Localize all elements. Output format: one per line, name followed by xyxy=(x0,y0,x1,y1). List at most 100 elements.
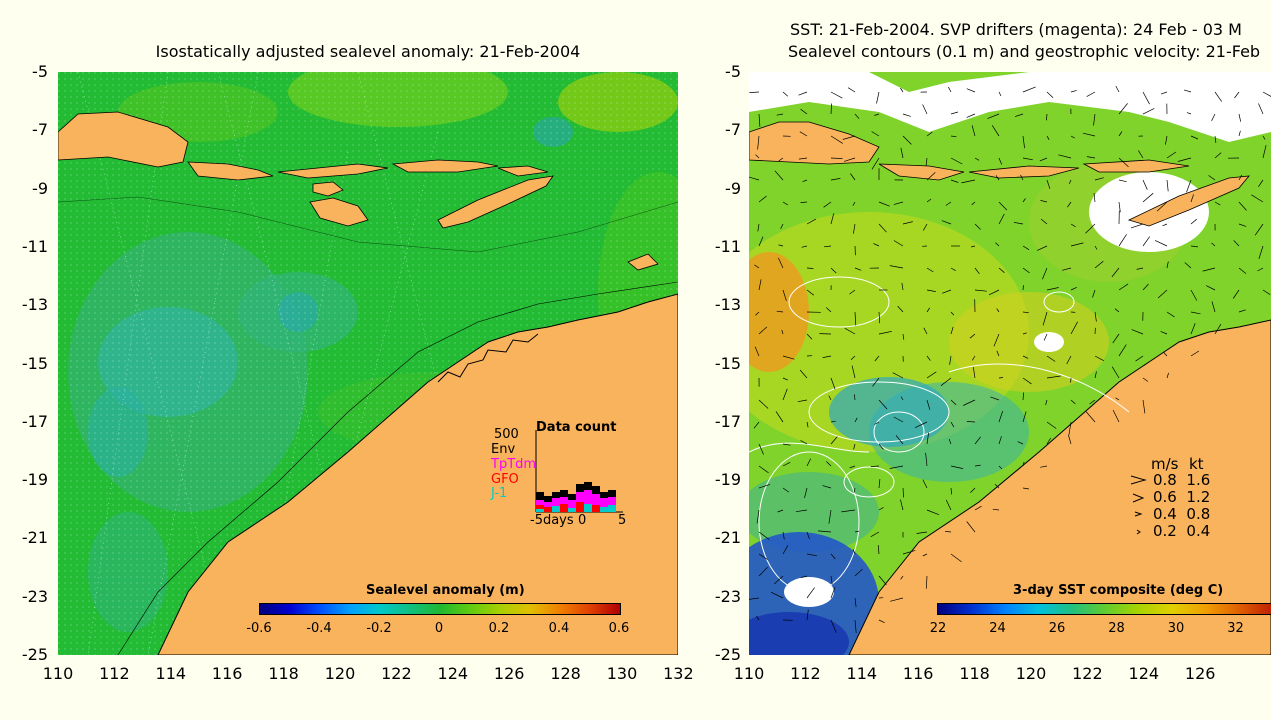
velocity-arrow xyxy=(800,440,808,445)
right-colorbar-tick: 32 xyxy=(1227,621,1244,636)
velocity-arrow xyxy=(998,377,1004,379)
velocity-arrow xyxy=(775,411,784,423)
velocity-arrow xyxy=(826,461,832,467)
velocity-arrow xyxy=(1190,289,1198,301)
velocity-arrow xyxy=(878,311,881,324)
velocity-arrow xyxy=(1111,366,1120,379)
velocity-arrow xyxy=(854,597,857,608)
velocity-arrow xyxy=(940,377,952,386)
velocity-arrow xyxy=(782,487,790,493)
velocity-arrow xyxy=(758,566,768,577)
velocity-arrow xyxy=(1165,135,1168,145)
velocity-arrow xyxy=(870,465,880,467)
data-count-title: Data count xyxy=(536,420,617,435)
velocity-arrow xyxy=(773,575,784,585)
left-x-tick: 130 xyxy=(606,664,638,683)
velocity-legend-row-02: 0.2 0.4 xyxy=(1153,522,1211,540)
velocity-arrow xyxy=(948,438,952,445)
velocity-arrow xyxy=(922,553,928,557)
velocity-arrow xyxy=(854,267,862,271)
velocity-arrow xyxy=(974,289,987,292)
left-x-tick: 120 xyxy=(324,664,356,683)
velocity-arrow xyxy=(872,377,880,387)
velocity-arrow xyxy=(974,157,980,161)
velocity-arrow xyxy=(878,331,892,335)
velocity-arrow xyxy=(849,289,856,295)
velocity-arrow xyxy=(799,369,808,379)
velocity-arrow xyxy=(1142,108,1155,115)
velocity-arrow xyxy=(854,113,860,119)
velocity-arrow xyxy=(1190,135,1199,140)
left-x-tick: 126 xyxy=(493,664,525,683)
velocity-arrow xyxy=(1094,311,1097,322)
velocity-arrow xyxy=(780,223,784,230)
velocity-legend-ms-header: m/s xyxy=(1151,455,1179,473)
velocity-arrow xyxy=(987,113,1000,119)
velocity-arrow xyxy=(1262,289,1271,295)
velocity-arrow xyxy=(972,355,976,361)
velocity-arrow xyxy=(830,157,843,159)
velocity-arrow xyxy=(1062,267,1072,271)
velocity-arrow xyxy=(1238,174,1243,181)
velocity-arrow xyxy=(1040,218,1048,225)
velocity-arrow xyxy=(878,223,887,233)
velocity-arrow xyxy=(755,311,760,316)
source-gfo: GFO xyxy=(491,472,519,487)
velocity-arrow xyxy=(995,242,1000,247)
velocity-arrow xyxy=(778,244,784,247)
left-y-tick: -23 xyxy=(21,586,48,606)
velocity-arrow xyxy=(853,223,856,234)
velocity-arrow xyxy=(1211,242,1216,247)
velocity-arrow xyxy=(755,154,760,159)
velocity-arrow xyxy=(895,435,904,445)
velocity-arrow xyxy=(1046,375,1061,379)
velocity-arrow xyxy=(945,201,952,206)
velocity-arrow xyxy=(926,307,930,313)
velocity-arrow xyxy=(1082,132,1096,137)
velocity-arrow xyxy=(1142,192,1154,203)
left-map-title: Isostatically adjusted sealevel anomaly:… xyxy=(155,42,581,61)
velocity-arrow xyxy=(1233,240,1240,247)
velocity-arrow xyxy=(998,267,1005,273)
velocity-arrow xyxy=(916,531,928,534)
sst-velocity-map-graphic xyxy=(749,72,1271,655)
velocity-arrow xyxy=(966,88,976,93)
velocity-arrow xyxy=(798,91,808,96)
velocity-arrow xyxy=(753,421,760,429)
right-y-tick: -7 xyxy=(725,120,741,140)
velocity-arrow xyxy=(1046,113,1048,121)
velocity-arrow xyxy=(1043,333,1048,341)
velocity-arrow xyxy=(1070,321,1078,335)
velocity-arrow xyxy=(1160,331,1168,335)
velocity-arrow xyxy=(778,257,784,269)
velocity-arrow xyxy=(926,289,936,292)
source-env: Env xyxy=(491,442,516,457)
velocity-arrow xyxy=(1022,355,1029,359)
velocity-arrow xyxy=(922,104,928,115)
velocity-arrow xyxy=(1118,344,1127,357)
velocity-arrow xyxy=(1046,179,1051,189)
velocity-arrow xyxy=(945,531,952,533)
velocity-arrow xyxy=(995,175,1000,181)
velocity-arrow xyxy=(1085,223,1096,234)
data-count-inset xyxy=(535,430,623,513)
velocity-arrow xyxy=(900,396,904,401)
velocity-arrow xyxy=(963,399,976,406)
velocity-arrow xyxy=(1046,355,1056,362)
velocity-arrow xyxy=(998,213,1005,225)
right-x-tick: 126 xyxy=(1184,664,1216,683)
velocity-arrow xyxy=(854,311,857,326)
velocity-arrow xyxy=(889,465,904,469)
velocity-arrow xyxy=(758,553,768,560)
left-colorbar-tick: 0.6 xyxy=(608,621,630,636)
velocity-arrow xyxy=(961,179,976,184)
velocity-arrow xyxy=(1040,465,1048,468)
velocity-arrow xyxy=(926,267,934,273)
velocity-arrow xyxy=(966,113,976,118)
source-tptdm: TpTdm xyxy=(491,457,537,472)
velocity-arrow xyxy=(799,131,808,137)
velocity-arrow xyxy=(974,267,980,275)
velocity-arrow xyxy=(1262,135,1266,140)
velocity-arrow xyxy=(1022,377,1032,385)
velocity-arrow xyxy=(823,245,832,248)
